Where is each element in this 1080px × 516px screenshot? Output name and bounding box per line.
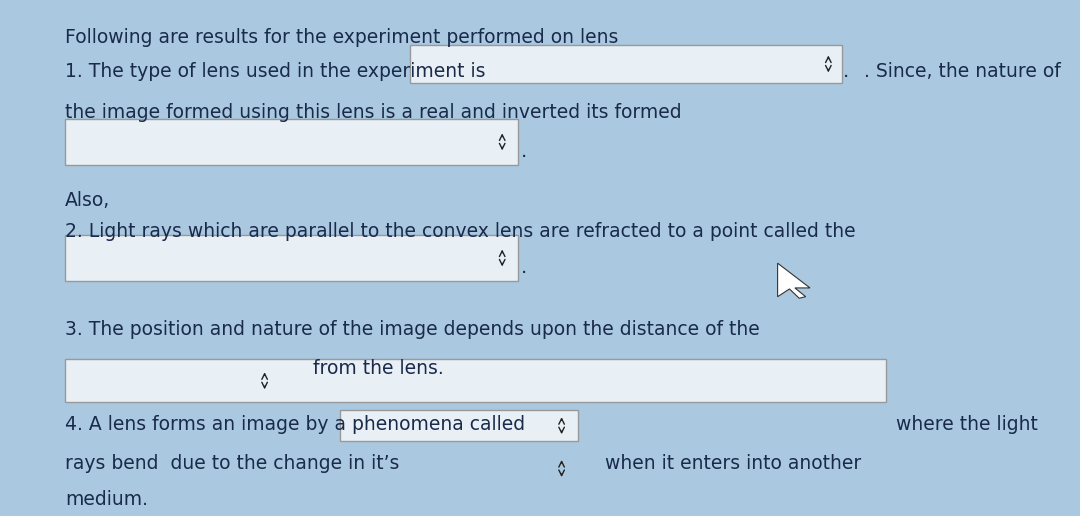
Text: 4. A lens forms an image by a phenomena called: 4. A lens forms an image by a phenomena … xyxy=(65,415,525,434)
FancyBboxPatch shape xyxy=(340,410,578,441)
Text: 1. The type of lens used in the experiment is: 1. The type of lens used in the experime… xyxy=(65,62,485,81)
Text: Following are results for the experiment performed on lens: Following are results for the experiment… xyxy=(65,28,618,47)
Polygon shape xyxy=(778,263,810,298)
Text: when it enters into another: when it enters into another xyxy=(605,454,861,473)
Text: medium.: medium. xyxy=(65,490,148,509)
FancyBboxPatch shape xyxy=(65,235,518,281)
Text: . Since, the nature of: . Since, the nature of xyxy=(864,62,1061,81)
Text: the image formed using this lens is a real and inverted its formed: the image formed using this lens is a re… xyxy=(65,103,681,122)
Text: 3. The position and nature of the image depends upon the distance of the: 3. The position and nature of the image … xyxy=(65,320,759,339)
Text: .: . xyxy=(842,62,849,81)
Text: .: . xyxy=(521,258,527,277)
Text: from the lens.: from the lens. xyxy=(313,359,444,378)
Text: where the light: where the light xyxy=(896,415,1038,434)
Text: Also,: Also, xyxy=(65,191,110,210)
Text: .: . xyxy=(521,142,527,161)
Text: 2. Light rays which are parallel to the convex lens are refracted to a point cal: 2. Light rays which are parallel to the … xyxy=(65,222,855,241)
FancyBboxPatch shape xyxy=(65,359,886,402)
FancyBboxPatch shape xyxy=(410,45,842,83)
Text: rays bend  due to the change in it’s: rays bend due to the change in it’s xyxy=(65,454,400,473)
FancyBboxPatch shape xyxy=(65,119,518,165)
